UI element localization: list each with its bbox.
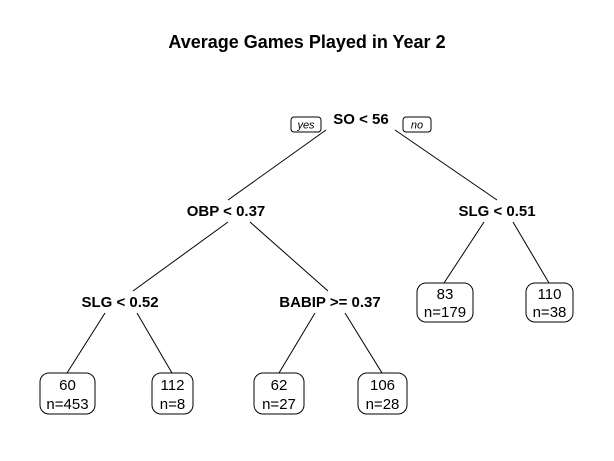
leaf-60: 60 n=453: [39, 372, 96, 415]
node-obp-label: OBP < 0.37: [187, 203, 266, 220]
edge-slg-left-leaf-112: [136, 312, 173, 374]
leaf-110-value: 110: [538, 286, 562, 303]
leaf-110-count: n=38: [533, 304, 567, 321]
edge-slg-right-leaf-83: [443, 221, 485, 284]
edge-obp-slg-left: [132, 221, 229, 292]
leaf-112: 112 n=8: [151, 372, 194, 415]
node-slg-left-label: SLG < 0.52: [81, 294, 158, 311]
node-slg-right-label: SLG < 0.51: [458, 203, 535, 220]
no-tag: no: [402, 116, 432, 133]
edge-babip-leaf-106: [344, 312, 383, 374]
node-root-label: SO < 56: [333, 111, 388, 128]
tree-edges: [66, 129, 550, 374]
edge-slg-right-leaf-110: [512, 221, 550, 284]
leaf-112-value: 112: [161, 377, 185, 394]
node-babip-label: BABIP >= 0.37: [279, 294, 380, 311]
leaf-62: 62 n=27: [253, 372, 305, 415]
leaf-62-value: 62: [271, 377, 288, 394]
no-tag-label: no: [411, 120, 423, 132]
leaf-106-value: 106: [370, 377, 395, 394]
leaf-83-value: 83: [437, 286, 454, 303]
leaf-60-count: n=453: [46, 396, 88, 413]
yes-tag-label: yes: [296, 120, 315, 132]
edge-root-slg-right: [394, 129, 498, 201]
leaf-62-count: n=27: [262, 396, 296, 413]
diagram-title: Average Games Played in Year 2: [168, 32, 445, 52]
edge-babip-leaf-62: [278, 312, 316, 374]
yes-tag: yes: [290, 116, 322, 133]
leaf-83-count: n=179: [424, 304, 466, 321]
leaf-83: 83 n=179: [416, 282, 474, 323]
edge-slg-left-leaf-60: [66, 312, 106, 374]
leaf-106-count: n=28: [366, 396, 400, 413]
leaf-60-value: 60: [59, 377, 76, 394]
edge-obp-babip: [249, 221, 329, 292]
edge-root-obp: [227, 129, 327, 201]
leaf-110: 110 n=38: [525, 282, 574, 323]
leaf-112-count: n=8: [160, 396, 185, 413]
leaf-106: 106 n=28: [357, 372, 408, 415]
